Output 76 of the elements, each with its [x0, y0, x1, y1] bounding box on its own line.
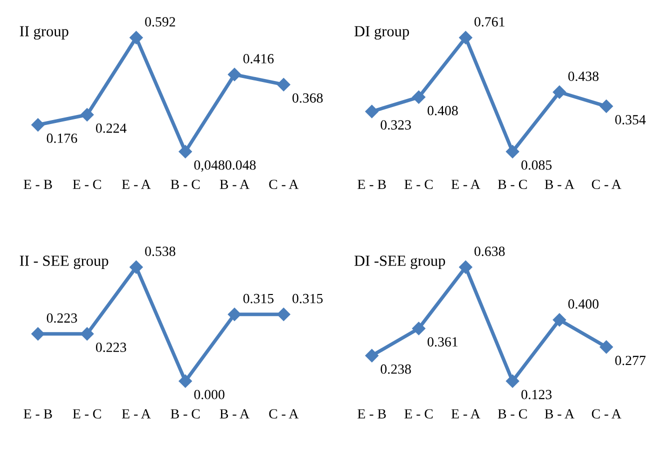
data-label: 0.368 — [292, 93, 323, 103]
point — [506, 145, 520, 158]
x-tick-label: E - C — [404, 409, 433, 419]
x-tick-label: E - A — [122, 409, 151, 418]
data-label: 0.323 — [380, 120, 411, 130]
data-label: 0.761 — [474, 17, 504, 27]
x-tick-label: B - A — [220, 409, 250, 418]
point — [80, 108, 94, 122]
x-tick-label: B - C — [498, 409, 527, 419]
x-tick-label: B - C — [170, 409, 200, 419]
chart-title: II - SEE group — [20, 256, 108, 270]
x-tick-label: E - C — [72, 409, 101, 419]
x-tick-label: E - B — [358, 180, 386, 189]
x-tick-label: B - A — [544, 180, 574, 189]
data-label: 0.315 — [243, 294, 274, 304]
x-tick-label: C - A — [269, 409, 299, 419]
chart-title: DI -SEE group — [354, 256, 446, 270]
x-tick-label: E - B — [24, 409, 52, 418]
point — [178, 145, 192, 158]
data-label: 0.592 — [145, 17, 176, 27]
point — [130, 260, 143, 274]
data-label: 0.277 — [615, 356, 646, 366]
point — [365, 349, 378, 362]
data-label: 0.408 — [428, 106, 458, 116]
x-tick-label: E - C — [404, 180, 433, 190]
point — [31, 118, 45, 132]
point — [178, 374, 192, 388]
x-tick-label: E - C — [72, 180, 101, 190]
x-tick-label: C - A — [592, 409, 622, 419]
point — [31, 327, 45, 340]
data-label: 0.315 — [292, 294, 323, 304]
point — [277, 78, 290, 92]
data-label: 0.438 — [568, 72, 599, 82]
point — [459, 260, 472, 274]
x-tick-label: E - B — [24, 180, 52, 189]
data-label: 0.224 — [96, 123, 126, 133]
point — [506, 374, 520, 388]
point — [412, 90, 426, 104]
point — [459, 31, 472, 44]
point — [228, 68, 242, 82]
x-tick-label: E - A — [122, 180, 151, 189]
x-tick-label: B - C — [498, 180, 527, 190]
point — [412, 322, 426, 336]
point — [552, 86, 566, 99]
point — [552, 313, 566, 326]
x-tick-label: E - A — [451, 180, 480, 189]
point — [277, 308, 290, 321]
x-tick-label: B - A — [220, 180, 250, 189]
data-label: 0.238 — [380, 364, 411, 374]
x-tick-label: B - A — [544, 409, 574, 418]
x-tick-label: C - A — [592, 180, 622, 190]
x-tick-label: E - B — [358, 409, 386, 418]
data-label: 0.223 — [96, 342, 126, 352]
data-label: 0.638 — [474, 246, 505, 256]
data-label: 0.538 — [145, 246, 176, 256]
data-label: 0.085 — [521, 160, 552, 170]
point — [130, 31, 143, 44]
data-label: 0.416 — [243, 54, 274, 64]
data-label: 0.361 — [428, 337, 458, 347]
point — [600, 100, 613, 113]
data-label: 0.400 — [568, 299, 599, 309]
data-label: 0.123 — [521, 390, 552, 400]
data-label: 0.354 — [615, 115, 646, 124]
x-tick-label: B - C — [170, 180, 200, 190]
chart-title: DI group — [354, 26, 410, 40]
data-label: 0.223 — [46, 313, 78, 323]
point — [600, 340, 613, 354]
x-tick-label: E - A — [451, 409, 480, 418]
point — [365, 104, 378, 118]
x-tick-label: C - A — [269, 180, 299, 190]
data-label: 0,0480.048 — [194, 160, 256, 172]
point — [228, 308, 242, 321]
data-label: 0.000 — [194, 390, 224, 400]
point — [80, 327, 94, 340]
data-label: 0.176 — [46, 134, 78, 143]
chart-title: II group — [20, 26, 68, 40]
